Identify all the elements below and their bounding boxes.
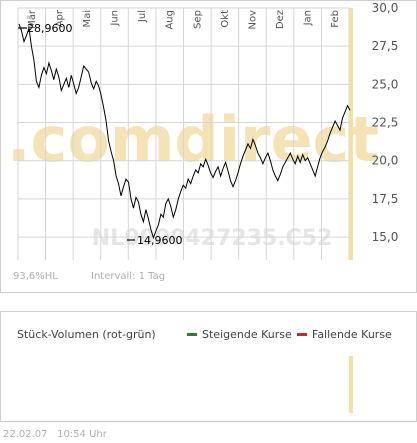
watermark-brand: .comdirect xyxy=(7,103,379,176)
y-tick-label: 17,5 xyxy=(372,192,399,206)
timestamp: 22.02.07 10:54 Uhr xyxy=(3,429,107,440)
y-tick-label: 27,5 xyxy=(372,39,399,53)
x-tick-label: Dez xyxy=(275,10,286,29)
y-tick-label: 15,0 xyxy=(372,230,399,244)
volume-chart-panel: Stück-Volumen (rot-grün) Steigende Kurse… xyxy=(0,311,417,422)
x-tick-label: Okt xyxy=(220,10,231,28)
rising-color-swatch xyxy=(187,332,197,336)
price-chart: .comdirect NL0000427235.C52 Mär Apr Mai Jun… xyxy=(7,1,399,260)
x-tick-label: Nov xyxy=(247,10,258,30)
y-tick-label: 20,0 xyxy=(372,154,399,168)
legend-falling-label: Fallende Kurse xyxy=(312,328,392,341)
watermark-id: NL0000427235.C52 xyxy=(92,226,333,251)
timestamp-time: 10:54 Uhr xyxy=(57,429,107,440)
x-tick-label: Feb xyxy=(330,10,341,28)
x-tick-label: Jul xyxy=(137,10,148,23)
max-label: 28,9600 xyxy=(27,22,73,35)
y-tick-label: 30,0 xyxy=(372,1,399,15)
x-tick-label: Jan xyxy=(303,10,314,26)
volume-highlight-bar xyxy=(349,356,353,413)
x-tick-label: Jun xyxy=(110,10,121,27)
price-chart-panel: .comdirect NL0000427235.C52 Mär Apr Mai Jun… xyxy=(0,0,417,293)
status-interval: Intervall: 1 Tag xyxy=(91,271,166,282)
min-label: 14,9600 xyxy=(137,234,183,247)
y-tick-label: 25,0 xyxy=(372,77,399,91)
x-tick-label: Mai xyxy=(82,10,93,28)
x-tick-label: Aug xyxy=(165,10,176,30)
falling-color-swatch xyxy=(297,332,307,336)
legend-falling: Fallende Kurse xyxy=(297,328,392,341)
volume-title: Stück-Volumen (rot-grün) xyxy=(17,328,156,341)
status-change: 93,6%HL xyxy=(13,271,58,282)
x-tick-label: Apr xyxy=(54,9,65,27)
x-tick-label: Mär xyxy=(27,9,38,29)
current-period-highlight xyxy=(349,8,353,260)
price-series-line xyxy=(18,23,351,240)
y-tick-label: 22,5 xyxy=(372,116,399,130)
legend-rising-label: Steigende Kurse xyxy=(202,328,292,341)
timestamp-date: 22.02.07 xyxy=(3,429,48,440)
x-tick-label: Sep xyxy=(192,10,203,29)
legend-rising: Steigende Kurse xyxy=(187,328,292,341)
